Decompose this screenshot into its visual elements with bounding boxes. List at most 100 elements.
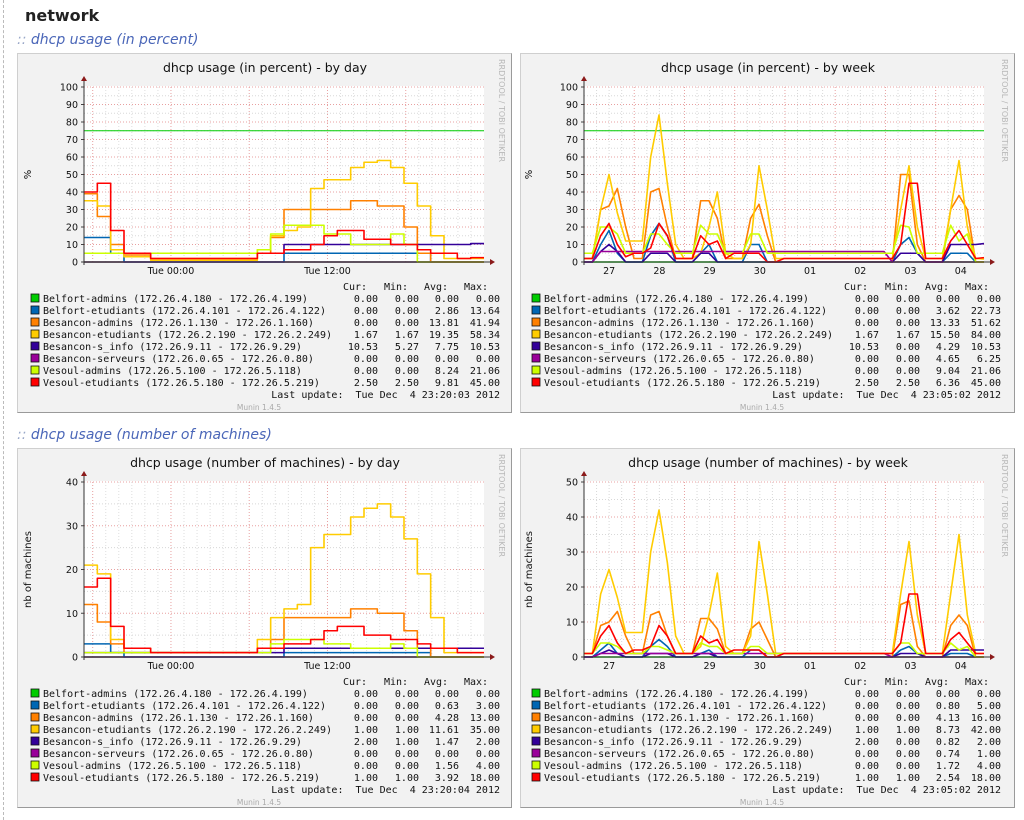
legend-value-min: 0.00 — [896, 689, 920, 700]
legend-value-avg: 0.00 — [435, 354, 459, 365]
legend-series-name: Besancon-etudiants (172.26.2.190 - 172.2… — [43, 725, 332, 736]
legend-swatch — [30, 736, 40, 746]
legend-series-name: Besancon-serveurs (172.26.0.65 - 172.26.… — [43, 354, 314, 365]
y-tick-label: 30 — [566, 205, 578, 216]
y-tick-label: 20 — [566, 223, 578, 234]
x-tick-label: 29 — [704, 266, 716, 277]
legend-value-min: 1.00 — [896, 773, 920, 784]
legend-series-name: Besancon-admins (172.26.1.130 - 172.26.1… — [544, 318, 815, 329]
legend-swatch — [30, 748, 40, 758]
legend-value-min: 0.00 — [896, 366, 920, 377]
section-title-text[interactable]: dhcp usage (in percent) — [30, 32, 199, 48]
legend-swatch — [30, 293, 40, 303]
legend-header: Avg: — [925, 282, 949, 293]
y-tick-label: 70 — [66, 135, 78, 146]
legend-value-max: 13.64 — [470, 306, 500, 317]
graph-machines-by-day[interactable]: dhcp usage (number of machines) - by day… — [17, 448, 512, 808]
legend-swatch — [531, 329, 541, 339]
legend-series-name: Belfort-admins (172.26.4.180 - 172.26.4.… — [544, 689, 809, 700]
legend-value-cur: 0.00 — [855, 701, 879, 712]
legend-value-max: 0.00 — [476, 294, 500, 305]
y-tick-label: 50 — [66, 170, 78, 181]
legend-series-name: Belfort-etudiants (172.26.4.101 - 172.26… — [43, 701, 326, 712]
legend-header: Max: — [965, 282, 989, 293]
legend-value-max: 21.06 — [470, 366, 500, 377]
legend-series-name: Vesoul-etudiants (172.26.5.180 - 172.26.… — [43, 378, 320, 389]
y-tick-label: 90 — [66, 100, 78, 111]
legend-value-max: 4.00 — [476, 761, 500, 772]
legend-value-avg: 15.50 — [930, 330, 960, 341]
graph-percent-by-week[interactable]: dhcp usage (in percent) - by week RRDTOOL… — [520, 53, 1015, 413]
y-axis-arrow-icon — [581, 76, 587, 81]
x-tick-label: 03 — [905, 266, 917, 277]
legend-value-avg: 2.54 — [936, 773, 960, 784]
legend-value-cur: 0.00 — [354, 749, 378, 760]
legend-value-max: 13.00 — [470, 713, 500, 724]
graph-svg: dhcp usage (number of machines) - by day… — [23, 454, 506, 807]
munin-version: Munin 1.4.5 — [237, 798, 282, 807]
series-line — [584, 224, 984, 263]
rrdtool-watermark: RRDTOOL / TOBI OETIKER — [1000, 454, 1009, 557]
y-tick-label: 0 — [572, 258, 578, 269]
legend-value-min: 1.67 — [896, 330, 920, 341]
legend-value-max: 2.00 — [476, 737, 500, 748]
section-title-text[interactable]: dhcp usage (number of machines) — [30, 427, 272, 443]
y-tick-label: 0 — [72, 258, 78, 269]
legend-value-avg: 4.28 — [435, 713, 459, 724]
x-tick-label: Tue 00:00 — [147, 661, 195, 672]
legend-header: Cur: — [844, 677, 868, 688]
graph-title: dhcp usage (in percent) - by week — [661, 60, 876, 75]
legend-header: Cur: — [343, 282, 367, 293]
y-tick-label: 0 — [572, 653, 578, 664]
y-tick-label: 90 — [566, 100, 578, 111]
legend-header: Avg: — [925, 677, 949, 688]
legend-value-min: 2.50 — [395, 378, 419, 389]
legend-value-min: 0.00 — [896, 294, 920, 305]
legend-value-cur: 1.00 — [855, 725, 879, 736]
y-tick-label: 20 — [66, 565, 78, 576]
y-tick-label: 0 — [72, 653, 78, 664]
section-title-percent[interactable]: :: dhcp usage (in percent) — [17, 32, 198, 48]
legend-series-name: Vesoul-etudiants (172.26.5.180 - 172.26.… — [544, 378, 821, 389]
legend-value-max: 51.62 — [971, 318, 1001, 329]
x-tick-label: Tue 00:00 — [147, 266, 195, 277]
legend-header: Max: — [464, 282, 488, 293]
legend-value-max: 21.06 — [971, 366, 1001, 377]
y-tick-label: 20 — [66, 223, 78, 234]
legend-series-name: Belfort-etudiants (172.26.4.101 - 172.26… — [43, 306, 326, 317]
y-tick-label: 10 — [566, 618, 578, 629]
legend-value-max: 6.25 — [977, 354, 1001, 365]
legend-value-cur: 0.00 — [855, 306, 879, 317]
legend-value-max: 22.73 — [971, 306, 1001, 317]
legend-swatch — [30, 353, 40, 363]
legend-value-max: 0.00 — [476, 354, 500, 365]
legend-value-max: 5.00 — [977, 701, 1001, 712]
legend-value-min: 0.00 — [896, 749, 920, 760]
last-update: Last update: Tue Dec 4 23:05:02 2012 — [772, 390, 1001, 401]
legend-value-avg: 13.33 — [930, 318, 960, 329]
x-tick-label: 27 — [603, 661, 615, 672]
section-title-machines[interactable]: :: dhcp usage (number of machines) — [17, 427, 272, 443]
legend-value-min: 1.00 — [395, 737, 419, 748]
legend-value-min: 0.00 — [395, 761, 419, 772]
legend-value-min: 0.00 — [395, 701, 419, 712]
legend-value-min: 0.00 — [896, 761, 920, 772]
legend-value-min: 0.00 — [896, 713, 920, 724]
legend-value-cur: 0.00 — [354, 713, 378, 724]
legend-value-avg: 0.63 — [435, 701, 459, 712]
legend-value-max: 1.00 — [977, 749, 1001, 760]
section-separator: :: — [17, 32, 27, 48]
graph-percent-by-day[interactable]: dhcp usage (in percent) - by day RRDTOOL … — [17, 53, 512, 413]
legend-value-max: 18.00 — [971, 773, 1001, 784]
x-tick-label: 28 — [653, 266, 665, 277]
series-line — [584, 593, 984, 658]
x-axis-arrow-icon — [990, 259, 995, 265]
legend-value-min: 0.00 — [896, 342, 920, 353]
legend-value-max: 4.00 — [977, 761, 1001, 772]
y-tick-label: 80 — [66, 118, 78, 129]
series-line — [84, 182, 484, 260]
legend-series-name: Besancon-admins (172.26.1.130 - 172.26.1… — [544, 713, 815, 724]
legend-series-name: Vesoul-admins (172.26.5.100 - 172.26.5.1… — [544, 366, 803, 377]
graph-machines-by-week[interactable]: dhcp usage (number of machines) - by wee… — [520, 448, 1015, 808]
legend-value-avg: 0.74 — [936, 749, 960, 760]
